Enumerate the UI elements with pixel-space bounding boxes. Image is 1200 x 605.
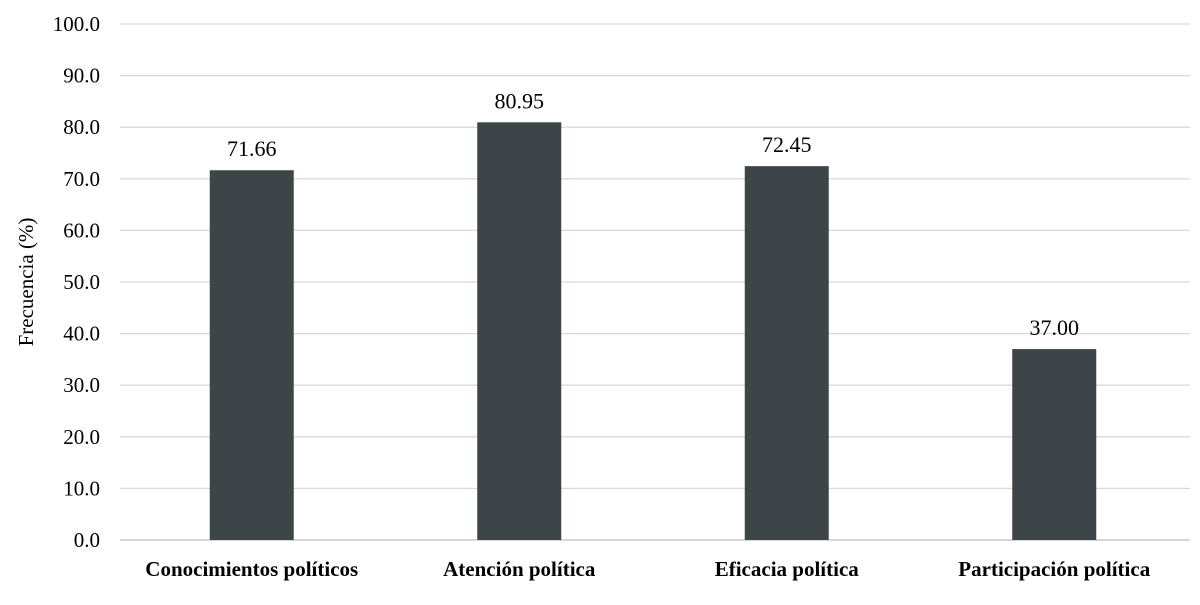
y-axis-ticks: 0.0 10.0 20.0 30.0 40.0 50.0 60.0 70.0 80.0 90.0 1… [53, 12, 100, 552]
y-tick-label: 60.0 [63, 218, 100, 242]
y-tick-label: 40.0 [63, 322, 100, 346]
y-tick-label: 10.0 [63, 476, 100, 500]
y-tick-label: 90.0 [63, 64, 100, 88]
bar [1012, 349, 1097, 540]
x-category-label: Atención política [443, 557, 596, 581]
bars [209, 122, 1097, 540]
x-category-label: Conocimientos políticos [145, 557, 358, 581]
data-label: 71.66 [227, 136, 277, 161]
x-category-label: Eficacia política [715, 557, 860, 581]
y-tick-label: 0.0 [74, 528, 100, 552]
x-category-label: Participación política [958, 557, 1150, 581]
data-label: 72.45 [762, 132, 812, 157]
bar [477, 122, 562, 540]
bar [209, 170, 294, 540]
category-labels: Conocimientos políticos Atención política… [145, 557, 1150, 581]
data-label: 80.95 [495, 88, 545, 113]
y-tick-label: 30.0 [63, 373, 100, 397]
gridlines [120, 23, 1190, 541]
data-label: 37.00 [1030, 315, 1080, 340]
bar [744, 166, 829, 540]
y-tick-label: 50.0 [63, 270, 100, 294]
y-tick-label: 80.0 [63, 115, 100, 139]
y-tick-label: 20.0 [63, 425, 100, 449]
y-tick-label: 100.0 [53, 12, 100, 36]
y-axis-title: Frecuencia (%) [14, 218, 38, 347]
y-tick-label: 70.0 [63, 167, 100, 191]
data-labels: 71.66 80.95 72.45 37.00 [227, 88, 1079, 340]
